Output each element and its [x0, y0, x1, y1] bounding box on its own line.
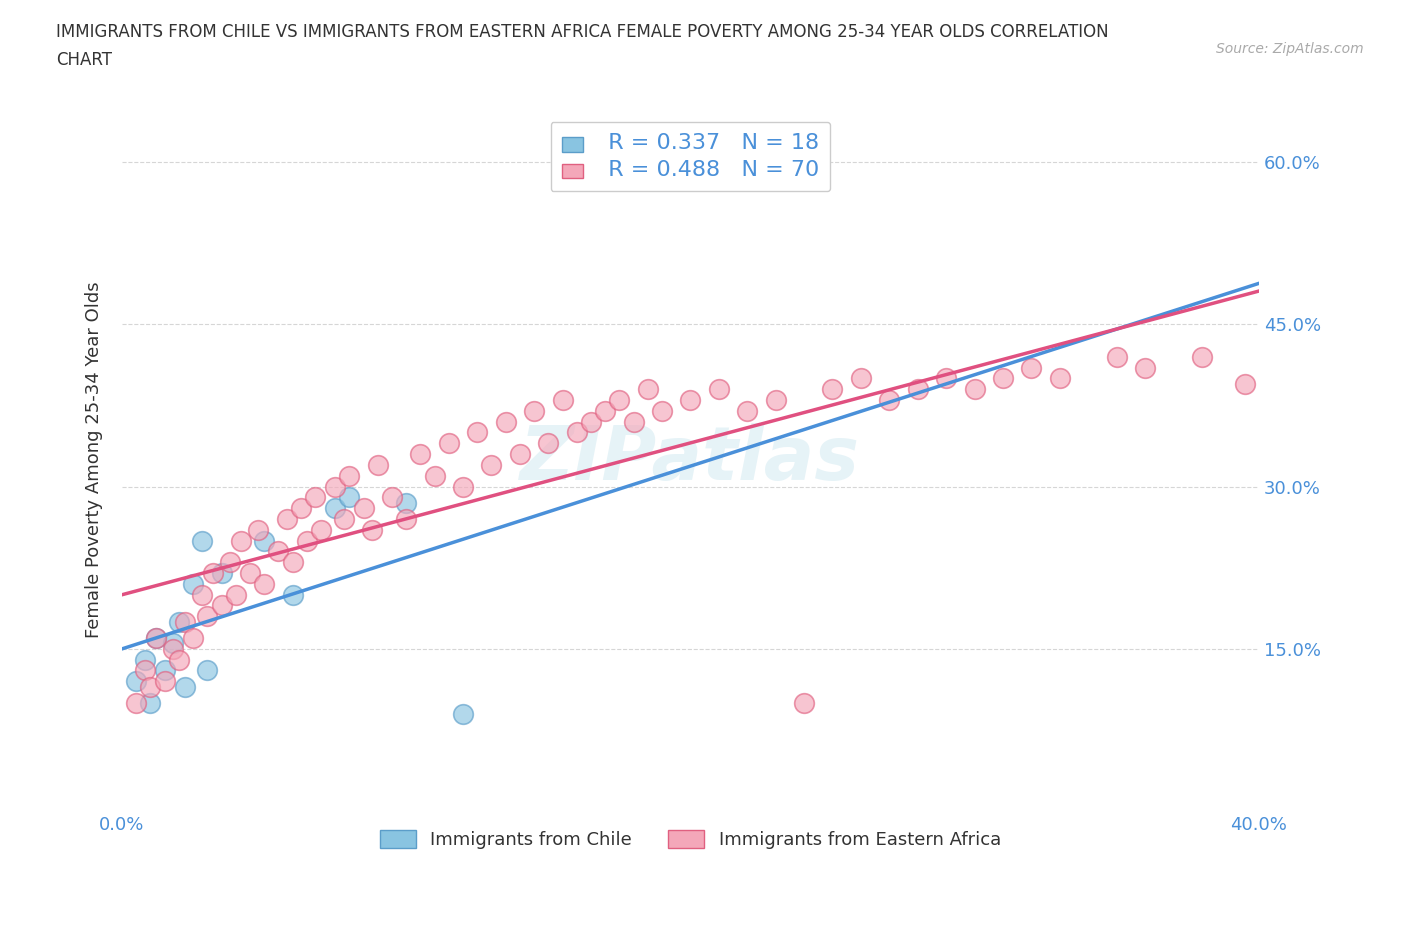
Point — [1191, 350, 1213, 365]
Point — [225, 587, 247, 602]
Point — [173, 679, 195, 694]
Point — [125, 696, 148, 711]
Point — [153, 673, 176, 688]
Point — [607, 392, 630, 407]
Point — [1021, 360, 1043, 375]
Point — [304, 490, 326, 505]
Point — [201, 565, 224, 580]
Point — [707, 381, 730, 396]
Point — [679, 392, 702, 407]
Point — [465, 425, 488, 440]
Point — [139, 679, 162, 694]
Point — [281, 587, 304, 602]
Point — [523, 404, 546, 418]
Point — [481, 458, 503, 472]
Point — [765, 392, 787, 407]
Point — [353, 500, 375, 515]
Point — [181, 631, 204, 645]
Point — [162, 636, 184, 651]
Point — [190, 587, 212, 602]
Point — [565, 425, 588, 440]
Point — [1049, 371, 1071, 386]
Point — [239, 565, 262, 580]
Point — [211, 598, 233, 613]
Point — [195, 609, 218, 624]
Point — [323, 500, 346, 515]
Point — [181, 577, 204, 591]
Point — [935, 371, 957, 386]
Point — [295, 533, 318, 548]
Point — [537, 436, 560, 451]
Point — [145, 631, 167, 645]
Point — [593, 404, 616, 418]
Point — [367, 458, 389, 472]
Point — [173, 614, 195, 629]
Point — [361, 523, 384, 538]
Point — [907, 381, 929, 396]
Legend: Immigrants from Chile, Immigrants from Eastern Africa: Immigrants from Chile, Immigrants from E… — [371, 821, 1010, 858]
Point — [409, 446, 432, 461]
Point — [495, 414, 517, 429]
Point — [821, 381, 844, 396]
Point — [323, 479, 346, 494]
Point — [134, 652, 156, 667]
Point — [451, 706, 474, 721]
Point — [381, 490, 404, 505]
Point — [253, 533, 276, 548]
Point — [849, 371, 872, 386]
Point — [145, 631, 167, 645]
Point — [134, 663, 156, 678]
Point — [276, 512, 298, 526]
Y-axis label: Female Poverty Among 25-34 Year Olds: Female Poverty Among 25-34 Year Olds — [86, 281, 103, 638]
Point — [125, 673, 148, 688]
Point — [219, 555, 242, 570]
Point — [735, 404, 758, 418]
Point — [395, 512, 418, 526]
Text: IMMIGRANTS FROM CHILE VS IMMIGRANTS FROM EASTERN AFRICA FEMALE POVERTY AMONG 25-: IMMIGRANTS FROM CHILE VS IMMIGRANTS FROM… — [56, 23, 1109, 41]
Point — [195, 663, 218, 678]
Point — [1133, 360, 1156, 375]
Point — [579, 414, 602, 429]
Point — [337, 490, 360, 505]
Text: Source: ZipAtlas.com: Source: ZipAtlas.com — [1216, 42, 1364, 56]
Point — [281, 555, 304, 570]
Point — [1233, 377, 1256, 392]
Point — [793, 696, 815, 711]
Text: CHART: CHART — [56, 51, 112, 69]
Point — [167, 614, 190, 629]
Point — [551, 392, 574, 407]
Point — [451, 479, 474, 494]
Point — [437, 436, 460, 451]
Point — [623, 414, 645, 429]
Point — [247, 523, 270, 538]
Point — [1105, 350, 1128, 365]
Point — [267, 544, 290, 559]
Point — [253, 577, 276, 591]
Point — [167, 652, 190, 667]
Point — [211, 565, 233, 580]
Point — [190, 533, 212, 548]
Point — [879, 392, 901, 407]
Text: ZIPatlas: ZIPatlas — [520, 423, 860, 496]
Point — [153, 663, 176, 678]
Point — [395, 496, 418, 511]
Point — [637, 381, 659, 396]
Point — [290, 500, 312, 515]
Point — [963, 381, 986, 396]
Point — [332, 512, 354, 526]
Point — [231, 533, 253, 548]
Point — [991, 371, 1014, 386]
Point — [337, 468, 360, 483]
Point — [423, 468, 446, 483]
Point — [509, 446, 531, 461]
Point — [139, 696, 162, 711]
Point — [162, 642, 184, 657]
Point — [309, 523, 332, 538]
Point — [651, 404, 673, 418]
